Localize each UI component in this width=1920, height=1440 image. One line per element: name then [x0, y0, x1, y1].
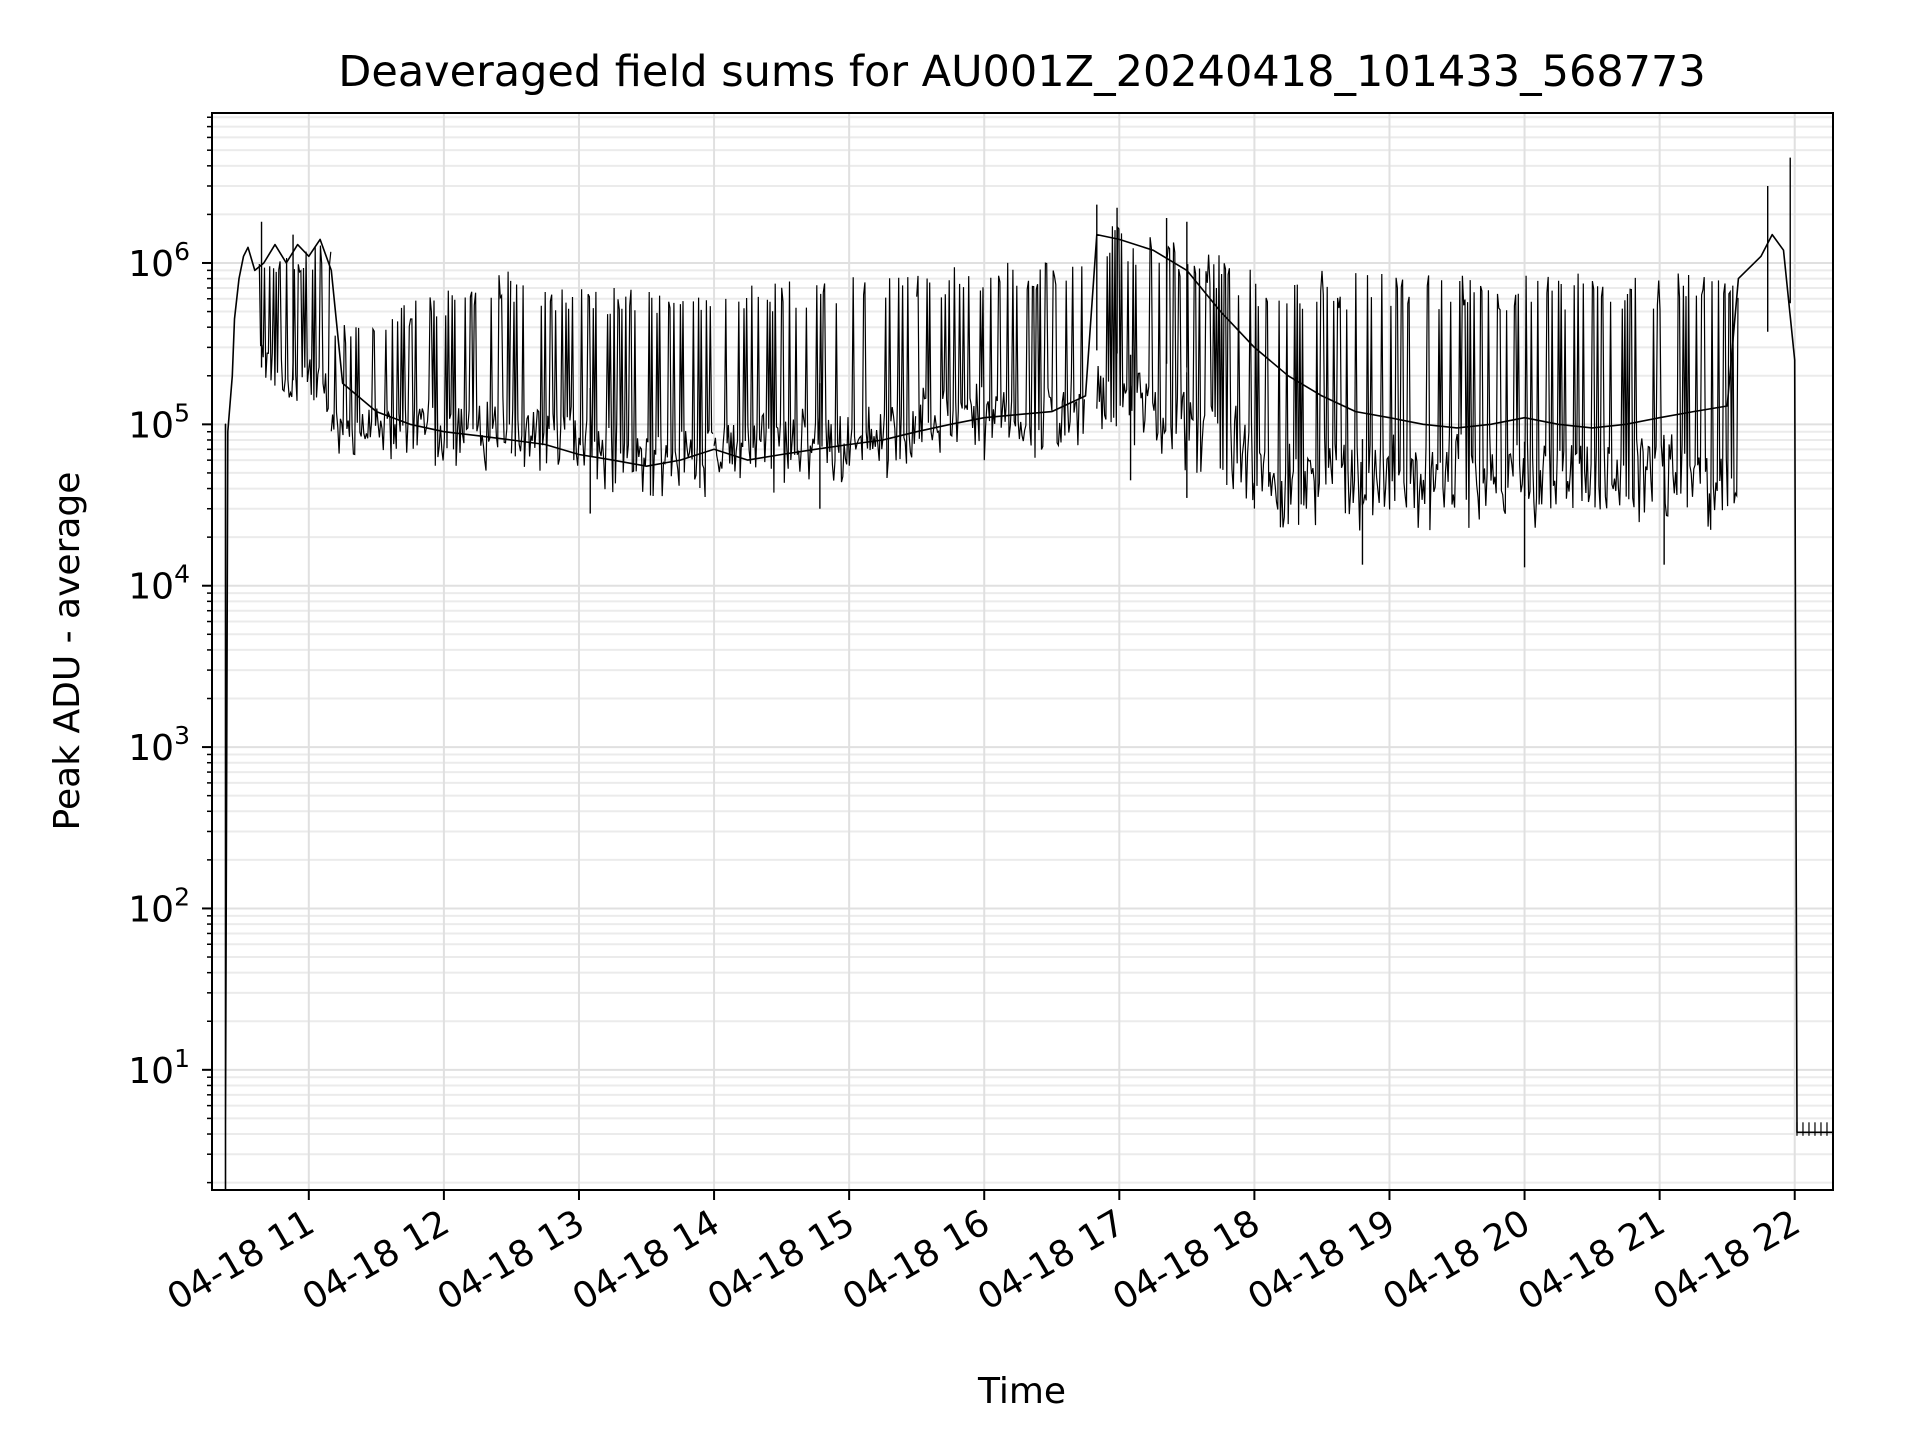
y-tick-label-exponent: 4	[174, 560, 190, 589]
y-tick-label-base: 10	[128, 889, 174, 930]
y-tick-label: 104	[128, 560, 190, 608]
series-noise-band	[510, 284, 714, 498]
y-tick-label: 103	[128, 721, 190, 769]
series-noise-band	[713, 277, 917, 493]
y-axis-label: Peak ADU - average	[47, 472, 88, 831]
plot-frame	[211, 112, 1834, 1191]
y-tick-label-base: 10	[128, 728, 174, 769]
y-tick-label-exponent: 1	[174, 1044, 190, 1073]
series-noise-band	[1253, 270, 1739, 531]
series-noise	[258, 225, 1739, 531]
series-noise-band	[258, 245, 332, 413]
y-tick-label-base: 10	[128, 567, 174, 608]
x-axis-label: Time	[977, 1371, 1066, 1412]
y-tick-label-base: 10	[128, 244, 174, 285]
series-spikes	[260, 157, 1834, 1136]
y-tick-label: 106	[128, 237, 190, 285]
y-tick-label: 105	[128, 398, 190, 446]
chart-title: Deaveraged field sums for AU001Z_2024041…	[338, 47, 1706, 97]
y-tick-label: 102	[128, 882, 190, 930]
y-tick-label: 101	[128, 1044, 190, 1092]
series-noise-band	[1096, 225, 1255, 501]
y-tick-label-exponent: 2	[174, 882, 190, 911]
series-noise-band	[330, 271, 512, 471]
series-noise-band	[916, 262, 1085, 461]
y-tick-label-exponent: 5	[174, 398, 190, 427]
y-tick-label-base: 10	[128, 405, 174, 446]
series-line	[224, 233, 1833, 1190]
y-tick-label-exponent: 3	[174, 721, 190, 750]
y-tick-label-exponent: 6	[174, 237, 190, 266]
grid	[212, 113, 1833, 1190]
y-tick-label-base: 10	[128, 1051, 174, 1092]
